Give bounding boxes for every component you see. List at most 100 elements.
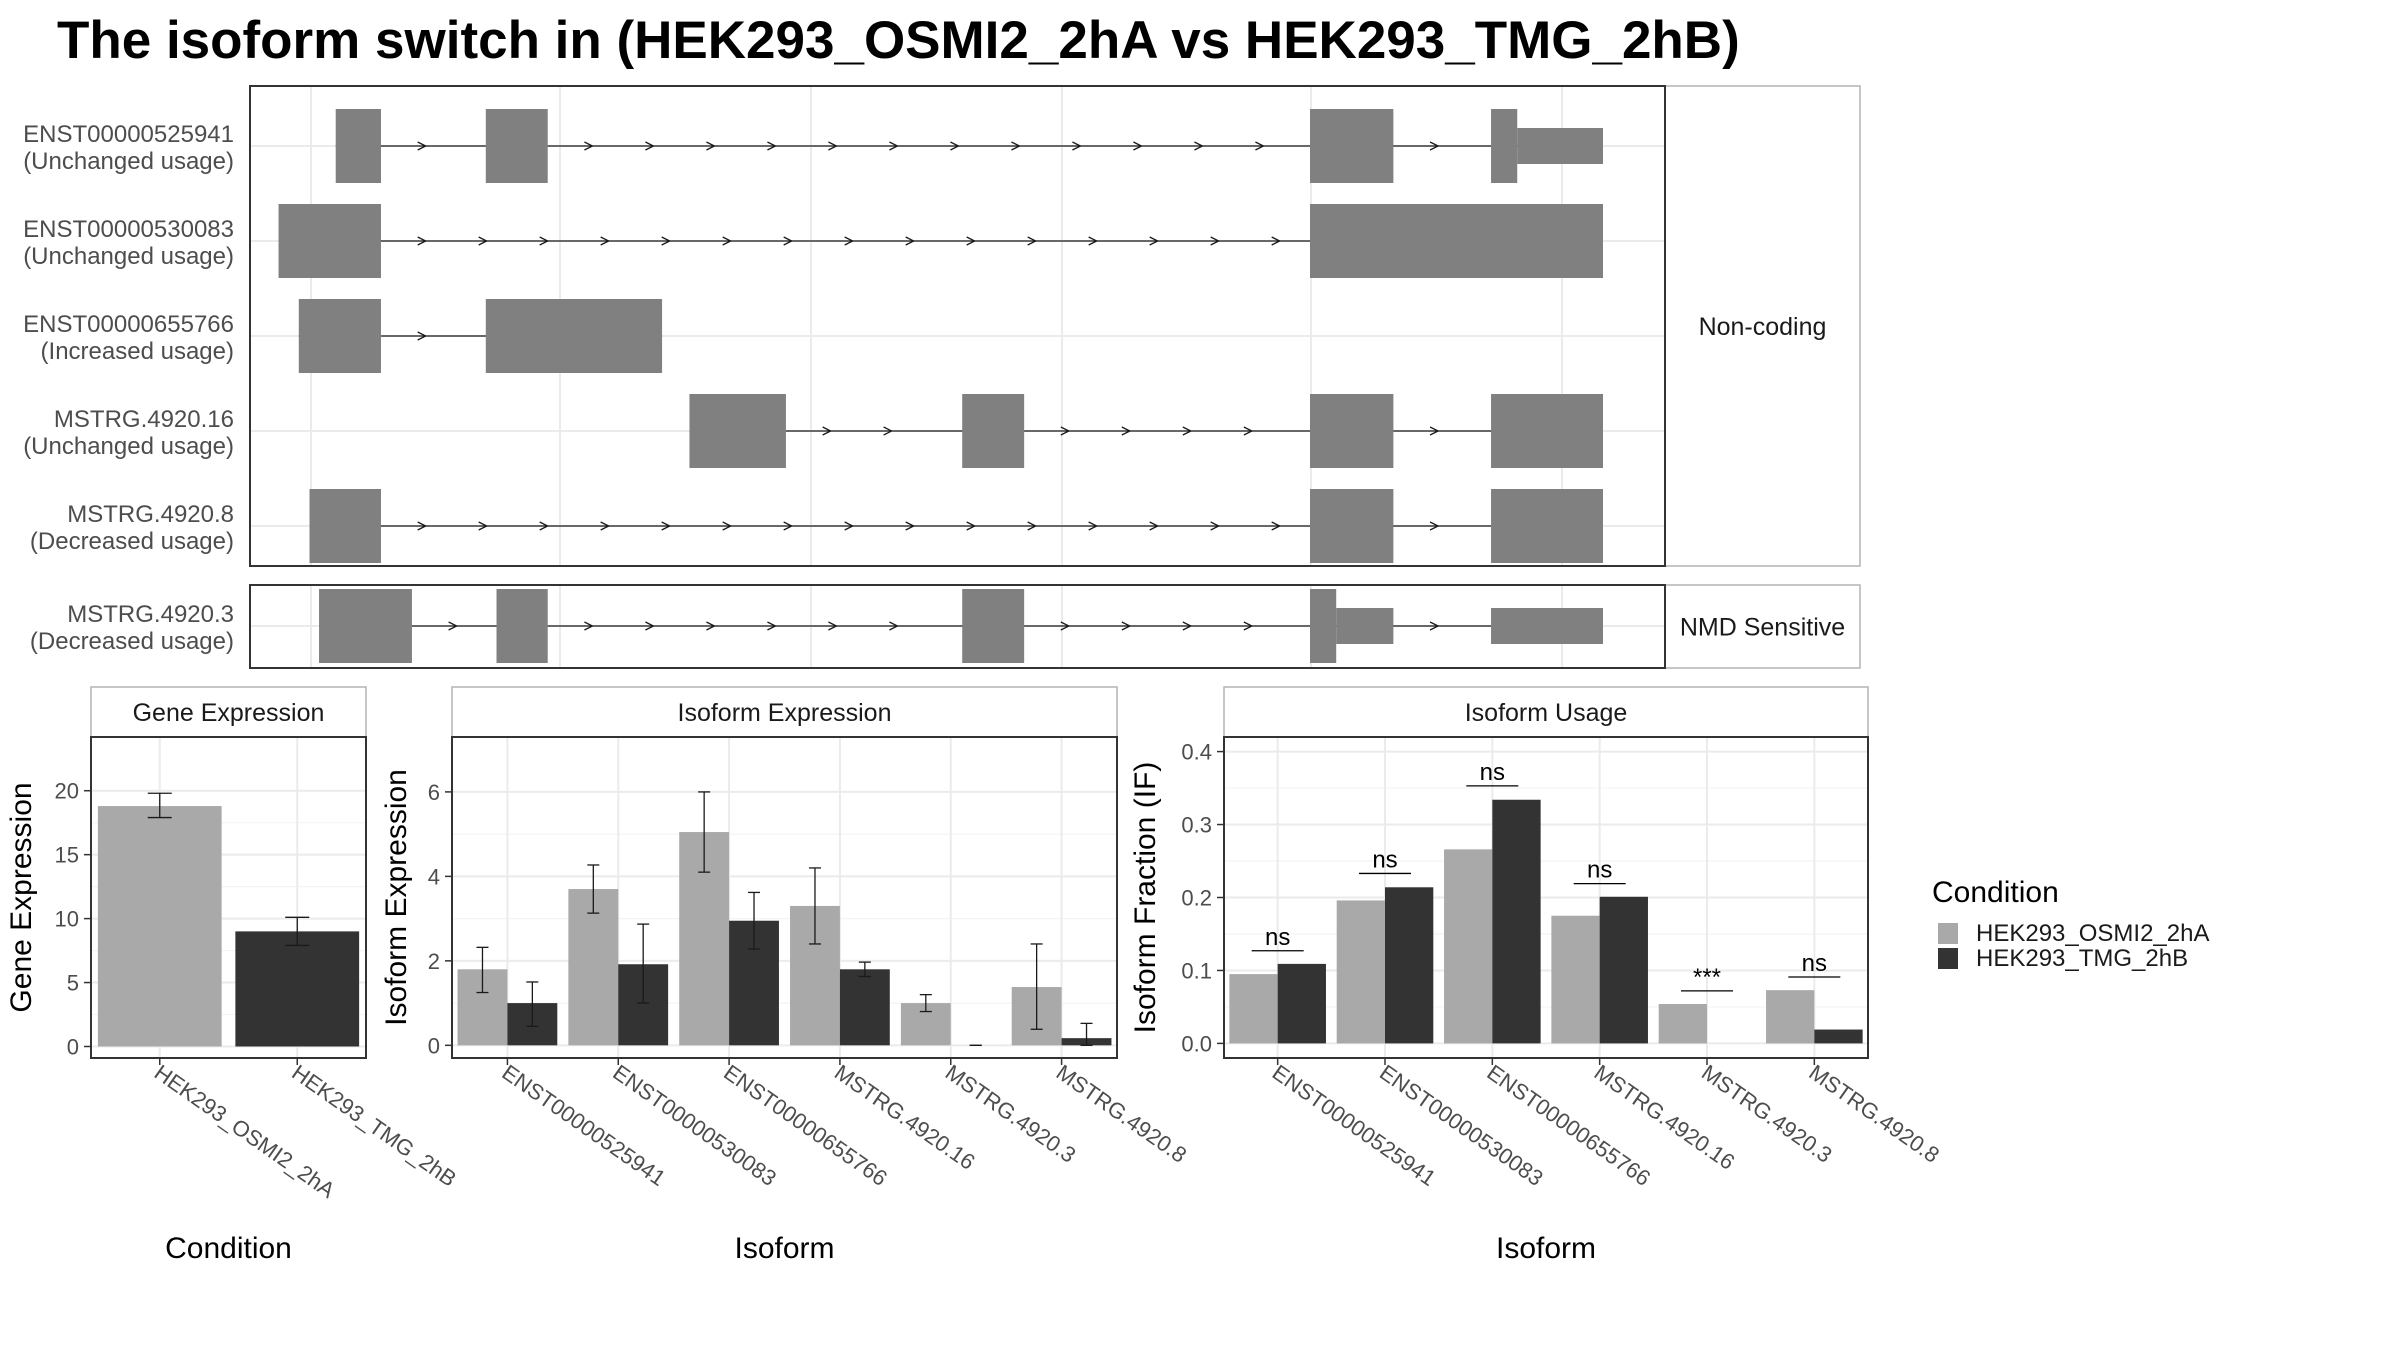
x-axis-title: Condition [165,1232,292,1265]
legend-swatch [1938,948,1958,969]
error-bar [476,946,489,994]
significance-label: ns [1587,857,1612,884]
intron-arrow [1243,621,1254,631]
figure-title: The isoform switch in (HEK293_OSMI2_2hA … [57,11,1740,70]
y-tick-label: 20 [55,779,79,804]
exon-block [485,109,548,183]
error-bar [285,916,310,947]
intron-arrow [417,521,428,531]
intron-arrow [1429,521,1440,531]
intron-arrow [822,426,833,436]
error-bar [808,867,821,945]
exon-block [496,589,548,663]
intron-arrow [966,521,977,531]
bar [1599,896,1648,1044]
intron-arrow [1194,141,1204,151]
intron-arrow [1149,521,1160,531]
error-bar [698,791,711,873]
error-bar [587,864,600,914]
structure-panel-border [249,584,1666,669]
significance-label: ns [1480,759,1505,786]
intron-arrow [889,621,899,631]
y-tick-label: 0.1 [1181,958,1212,983]
bar [1336,900,1385,1044]
exon-block [298,299,381,373]
exon-block [962,589,1025,663]
transcript-row: ENST00000530083(Unchanged usage) [23,204,1603,278]
intron-arrow [1060,426,1071,436]
transcript-usage-label: (Decreased usage) [30,628,234,655]
y-axis-title: Gene Expression [5,782,38,1012]
intron-arrow [584,141,594,151]
transcript-usage-label: (Increased usage) [41,338,234,365]
isoform-expression-chart: Isoform Expression0246ENST00000525941ENS… [380,686,1191,1265]
intron-arrow [417,236,428,246]
transcript-id-label: ENST00000525941 [23,121,234,148]
exon-block [309,489,381,563]
exon-block [1310,109,1394,183]
intron-arrow [584,621,594,631]
intron-arrow [883,426,894,436]
intron-arrow [478,521,489,531]
intron-arrow [905,521,916,531]
y-tick-label: 0.0 [1181,1031,1212,1056]
intron-arrow [783,236,794,246]
transcript-id-label: ENST00000530083 [23,216,234,243]
bar [97,806,222,1047]
bar [1492,799,1541,1044]
bar [568,889,619,1046]
exon-block [1310,394,1394,468]
y-tick-label: 0 [428,1033,440,1058]
transcript-row: MSTRG.4920.3(Decreased usage) [30,589,1603,663]
exon-block [1310,589,1337,663]
transcript-id-label: ENST00000655766 [23,311,234,338]
intron-arrow [661,236,672,246]
intron-arrow [844,236,855,246]
structure-panel-border [249,85,1666,567]
y-axis-title: Isoform Expression [380,769,413,1026]
facet-strip [451,686,1118,738]
error-bar [637,923,650,1004]
intron-arrow [1121,426,1132,436]
transcript-row: MSTRG.4920.16(Unchanged usage) [23,394,1603,468]
structure-group-nmd-sensitive: NMD Sensitive MSTRG.4920.3(Decreased usag… [30,584,1861,669]
intron-arrow [767,621,777,631]
exon-block [278,204,381,278]
intron-arrow [417,141,428,151]
intron-arrow [783,521,794,531]
intron-arrow [722,521,733,531]
intron-arrow [645,141,655,151]
facet-title: Isoform Expression [678,699,892,727]
intron-arrow [828,621,838,631]
significance-label: ns [1265,924,1290,951]
plot-background [452,737,1117,1058]
transcript-usage-label: (Unchanged usage) [23,433,234,460]
intron-arrow [1255,141,1265,151]
transcript-row: ENST00000655766(Increased usage) [23,299,663,373]
y-tick-label: 0.2 [1181,886,1212,911]
intron-arrow [889,141,899,151]
exon-block [1491,394,1603,468]
intron-arrow [1121,621,1132,631]
y-tick-label: 4 [428,864,440,889]
bar [1277,963,1326,1044]
exon-block [1491,608,1603,644]
x-axis-title: Isoform [1496,1232,1596,1265]
intron-arrow [844,521,855,531]
intron-arrow [1182,621,1193,631]
structure-strip [1664,85,1861,567]
y-tick-label: 0 [67,1034,79,1059]
intron-arrow [1133,141,1143,151]
error-bar [858,961,871,978]
intron-arrow [448,621,459,631]
transcript-usage-label: (Unchanged usage) [23,243,234,270]
plot-border [451,736,1118,1059]
transcript-usage-label: (Unchanged usage) [23,148,234,175]
error-bar [919,993,932,1013]
error-bar [147,792,172,819]
legend-item-label: HEK293_TMG_2hB [1976,945,2188,972]
y-tick-label: 0.4 [1181,740,1212,765]
structure-strip-label: Non-coding [1699,313,1827,341]
legend-swatch [1938,923,1958,944]
